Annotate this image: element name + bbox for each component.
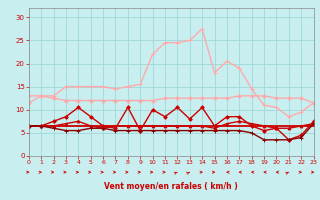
Text: Vent moyen/en rafales ( km/h ): Vent moyen/en rafales ( km/h ): [104, 182, 238, 191]
